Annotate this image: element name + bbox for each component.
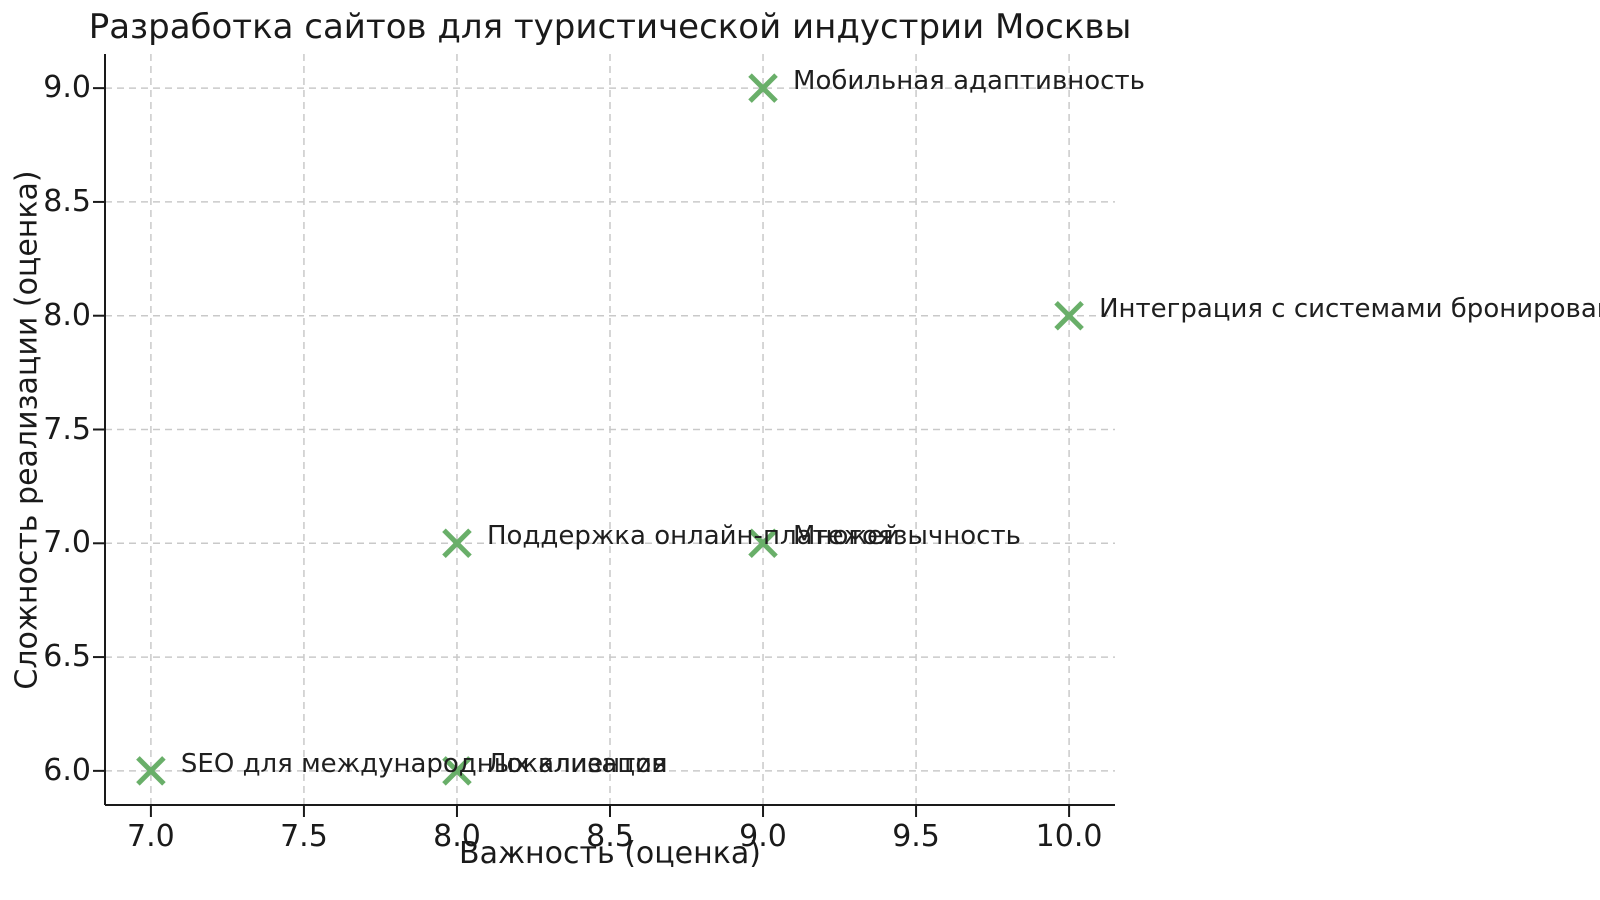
chart-title: Разработка сайтов для туристической инду… [88, 7, 1132, 47]
point-label: SEO для международных клиентов [180, 748, 667, 779]
scatter-point [1054, 300, 1084, 331]
x-tick-label: 9.0 [739, 819, 787, 854]
x-marker-icon [442, 528, 472, 559]
point-label: Поддержка онлайн-платежей [486, 521, 900, 552]
x-tick-label: 10.0 [1035, 819, 1103, 854]
x-marker-icon [136, 756, 166, 786]
scatter-point [748, 528, 778, 559]
point-label: Интеграция с системами бронирования [1099, 293, 1600, 324]
y-tick-label: 6.0 [43, 752, 91, 788]
x-tick-label: 7.0 [127, 819, 175, 854]
y-tick-label: 9.0 [43, 70, 91, 106]
scatter-point [748, 73, 778, 103]
x-marker-icon [748, 73, 778, 103]
x-marker-icon [1054, 300, 1084, 331]
point-label: Локализация [486, 748, 668, 779]
x-tick-label: 7.5 [280, 819, 328, 854]
point-label: Многоязычность [793, 521, 1021, 552]
scatter-point [442, 528, 472, 559]
x-tick-label: 9.5 [892, 819, 940, 854]
x-tick-label: 8.0 [433, 819, 481, 854]
y-tick-label: 6.5 [43, 639, 91, 675]
y-tick-label: 7.0 [43, 525, 91, 561]
scatter-point [442, 756, 472, 786]
y-tick-label: 8.0 [43, 297, 91, 333]
y-tick-label: 8.5 [43, 183, 91, 219]
x-marker-icon [748, 528, 778, 559]
y-tick-label: 7.5 [43, 411, 91, 447]
scatter-point [136, 756, 166, 786]
point-label: Мобильная адаптивность [793, 66, 1145, 97]
x-tick-label: 8.5 [586, 819, 634, 854]
x-axis-label: Важность (оценка) [459, 836, 761, 871]
x-marker-icon [442, 756, 472, 786]
